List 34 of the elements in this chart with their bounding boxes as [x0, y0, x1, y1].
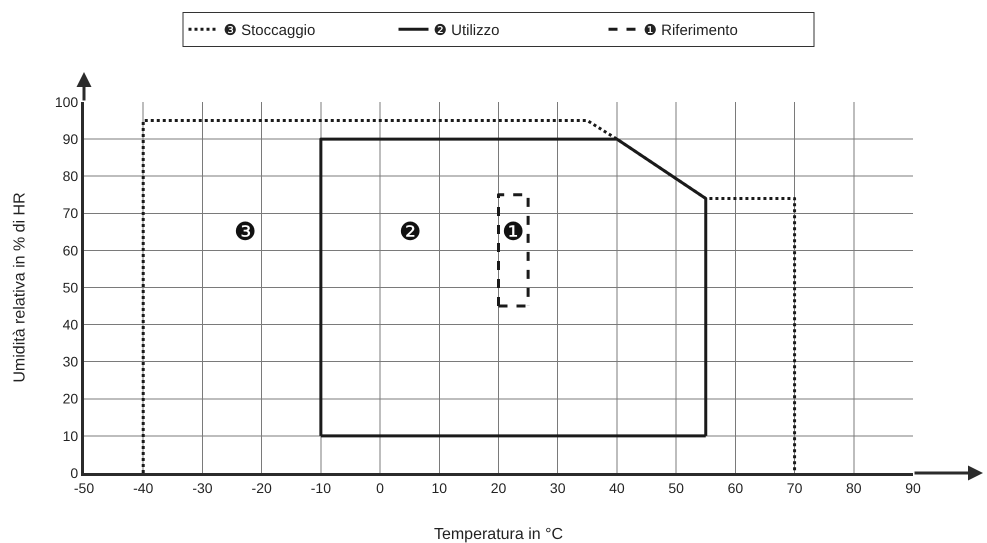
x-tick-label: 90 — [905, 480, 921, 496]
x-tick-label: -50 — [74, 480, 94, 496]
y-axis-title: Umidità relativa in % di HR — [12, 192, 29, 383]
x-tick-label: 70 — [786, 480, 803, 496]
legend-label: ❶ Riferimento — [644, 22, 738, 40]
x-tick-label: 80 — [846, 480, 862, 496]
y-tick-label: 10 — [62, 428, 78, 444]
y-tick-label: 70 — [62, 205, 78, 222]
x-tick-label: -20 — [252, 480, 272, 496]
x-tick-label: 60 — [728, 480, 744, 496]
x-tick-label: 40 — [609, 480, 625, 496]
x-tick-label: -30 — [192, 480, 213, 496]
y-tick-label: 30 — [62, 354, 78, 370]
x-tick-label: 50 — [668, 480, 684, 496]
y-tick-label: 20 — [62, 390, 78, 407]
annotation: ❷ — [399, 217, 422, 246]
legend-label: ❷ Utilizzo — [434, 22, 500, 40]
x-tick-label: 20 — [490, 480, 506, 496]
y-tick-label: 90 — [62, 131, 78, 147]
legend-label: ❸ Stoccaggio — [224, 22, 316, 40]
y-tick-label: 100 — [54, 94, 78, 110]
x-tick-label: 0 — [376, 480, 384, 496]
x-axis-title: Temperatura in °C — [434, 526, 564, 543]
y-tick-label: 80 — [62, 168, 78, 184]
y-tick-label: 40 — [62, 316, 78, 332]
x-tick-label: 10 — [432, 480, 448, 496]
x-tick-label: -10 — [310, 480, 332, 496]
annotation: ❶ — [502, 217, 524, 246]
y-tick-label: 0 — [70, 464, 78, 481]
annotation: ❸ — [234, 217, 256, 246]
x-tick-label: 30 — [550, 480, 566, 496]
x-tick-label: -40 — [133, 480, 154, 496]
y-tick-label: 50 — [62, 279, 78, 296]
y-tick-label: 60 — [62, 242, 78, 258]
